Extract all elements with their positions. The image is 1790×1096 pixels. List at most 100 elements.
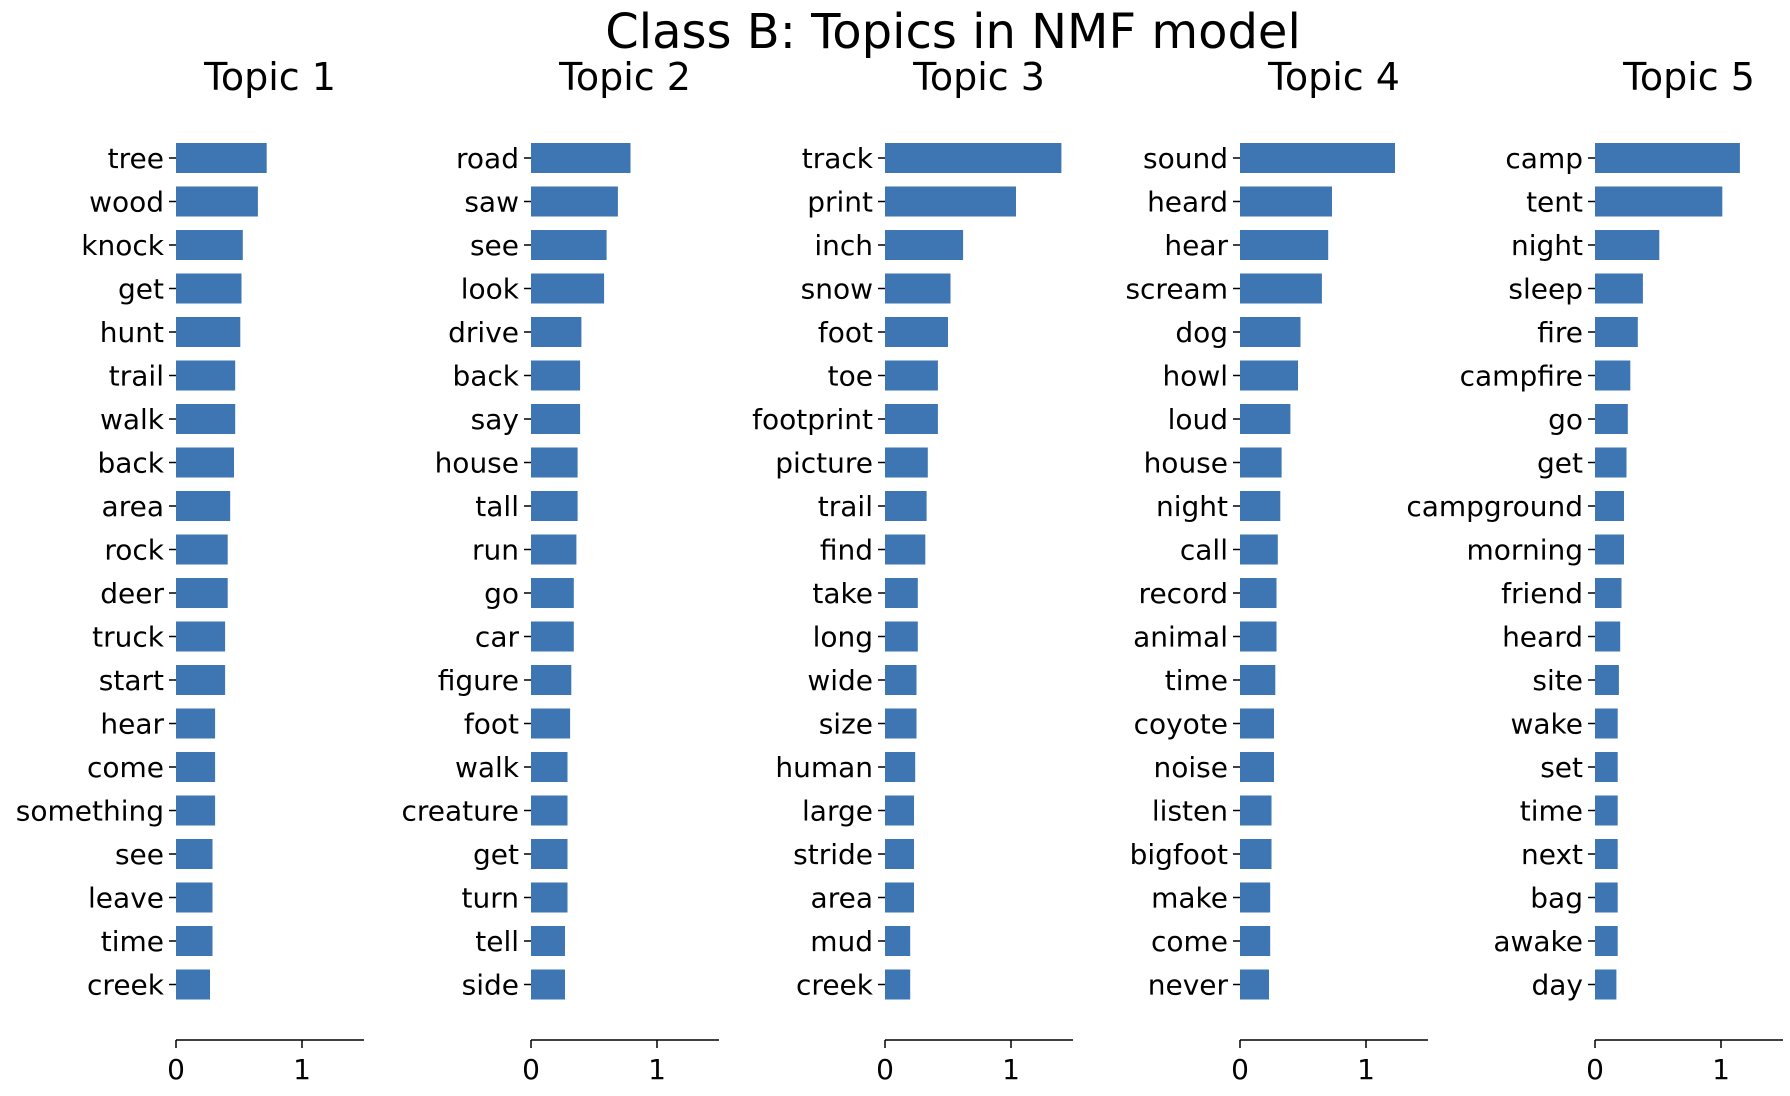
- bar-hunt: [176, 317, 241, 347]
- bar-see: [176, 839, 213, 869]
- bar-tell: [531, 926, 565, 956]
- category-label: fire: [1537, 316, 1583, 349]
- bar-say: [531, 404, 581, 434]
- category-label: trail: [818, 490, 873, 523]
- category-label: heard: [1147, 186, 1228, 219]
- category-label: go: [1548, 403, 1583, 436]
- bar-tent: [1595, 186, 1723, 217]
- category-label: make: [1151, 882, 1228, 915]
- category-label: see: [470, 229, 519, 262]
- category-label: trail: [109, 360, 164, 393]
- category-label: bag: [1530, 882, 1583, 915]
- category-label: friend: [1501, 577, 1583, 610]
- category-label: listen: [1152, 795, 1228, 828]
- category-label: next: [1521, 838, 1583, 871]
- category-label: something: [16, 795, 164, 828]
- category-label: creek: [87, 969, 165, 1002]
- panel-title: Topic 3: [912, 55, 1045, 99]
- bar-call: [1240, 534, 1278, 565]
- category-label: record: [1139, 577, 1228, 610]
- bar-howl: [1240, 360, 1298, 391]
- bar-house: [531, 447, 578, 478]
- category-label: run: [472, 534, 519, 567]
- bar-loud: [1240, 404, 1291, 434]
- bar-side: [531, 969, 565, 1000]
- bar-walk: [531, 752, 568, 782]
- bar-snow: [885, 273, 951, 304]
- category-label: turn: [462, 882, 520, 915]
- category-label: animal: [1133, 621, 1228, 654]
- bar-truck: [176, 621, 226, 652]
- bar-night: [1240, 491, 1281, 521]
- bar-noise: [1240, 752, 1274, 782]
- category-label: road: [456, 142, 519, 175]
- panel-title: Topic 2: [558, 55, 691, 99]
- category-label: toe: [828, 360, 873, 393]
- bar-campground: [1595, 491, 1624, 521]
- bar-human: [885, 752, 916, 782]
- category-label: go: [484, 577, 519, 610]
- category-label: loud: [1168, 403, 1228, 436]
- bar-area: [176, 491, 231, 521]
- bar-long: [885, 621, 918, 652]
- category-label: hunt: [100, 316, 164, 349]
- bar-never: [1240, 969, 1269, 1000]
- category-label: inch: [814, 229, 873, 262]
- category-label: creature: [401, 795, 519, 828]
- bar-bag: [1595, 882, 1618, 913]
- category-label: sound: [1143, 142, 1228, 175]
- category-label: back: [452, 360, 519, 393]
- category-label: day: [1531, 969, 1583, 1002]
- bar-friend: [1595, 578, 1622, 608]
- bar-morning: [1595, 534, 1624, 565]
- category-label: foot: [464, 708, 519, 741]
- category-label: foot: [818, 316, 873, 349]
- bar-coyote: [1240, 708, 1274, 739]
- x-tick-label: 0: [167, 1053, 185, 1086]
- category-label: bigfoot: [1130, 838, 1228, 871]
- category-label: snow: [801, 273, 873, 306]
- category-label: deer: [100, 577, 164, 610]
- bar-creek: [176, 969, 210, 1000]
- bar-take: [885, 578, 918, 608]
- bar-find: [885, 534, 926, 565]
- category-label: saw: [464, 186, 519, 219]
- category-label: rock: [104, 534, 164, 567]
- panel-title: Topic 5: [1622, 55, 1755, 99]
- bar-make: [1240, 882, 1271, 913]
- topic-panel-5: Topic 5 camp tent night sleep fire campfire go g…: [1406, 55, 1783, 1086]
- category-label: tree: [108, 142, 164, 175]
- category-label: noise: [1154, 751, 1228, 784]
- bar-area: [885, 882, 914, 913]
- bar-record: [1240, 578, 1277, 608]
- category-label: sleep: [1508, 273, 1583, 306]
- category-label: long: [813, 621, 873, 654]
- category-label: start: [99, 664, 164, 697]
- category-label: time: [1520, 795, 1583, 828]
- category-label: take: [812, 577, 873, 610]
- bar-wake: [1595, 708, 1618, 739]
- category-label: house: [435, 447, 519, 480]
- panel-title: Topic 1: [203, 55, 336, 99]
- category-label: picture: [775, 447, 873, 480]
- bar-hear: [1240, 230, 1329, 260]
- bar-trail: [885, 491, 927, 521]
- bar-drive: [531, 317, 582, 347]
- bar-next: [1595, 839, 1618, 869]
- bar-get: [531, 839, 568, 869]
- bar-time: [1595, 795, 1618, 826]
- bar-get: [1595, 447, 1627, 478]
- category-label: walk: [100, 403, 165, 436]
- bar-foot: [531, 708, 571, 739]
- bar-time: [1240, 665, 1276, 695]
- category-label: find: [820, 534, 873, 567]
- category-label: mud: [810, 925, 873, 958]
- category-label: wide: [807, 664, 873, 697]
- x-tick-label: 0: [1586, 1053, 1604, 1086]
- category-label: large: [802, 795, 873, 828]
- bar-stride: [885, 839, 914, 869]
- bar-time: [176, 926, 213, 956]
- bar-wide: [885, 665, 917, 695]
- bar-come: [1240, 926, 1271, 956]
- bar-car: [531, 621, 574, 652]
